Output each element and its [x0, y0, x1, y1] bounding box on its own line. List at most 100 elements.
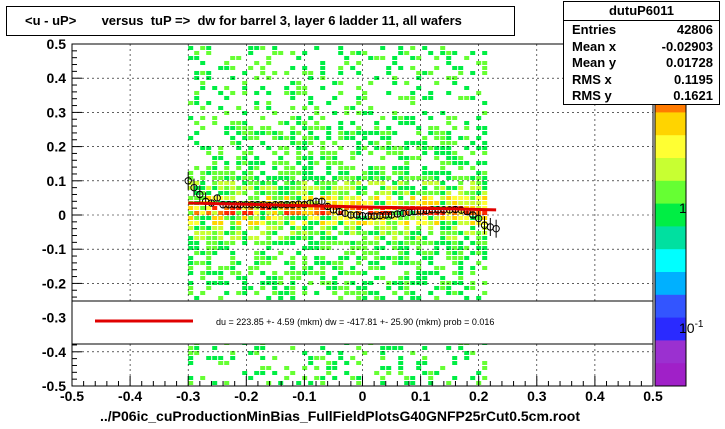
- heatmap-cell: [302, 216, 308, 220]
- heatmap-cell: [422, 346, 428, 350]
- heatmap-cell: [296, 81, 302, 85]
- heatmap-cell: [266, 126, 272, 130]
- heatmap-cell: [452, 141, 458, 145]
- heatmap-cell: [386, 371, 392, 375]
- heatmap-cell: [392, 146, 398, 150]
- heatmap-cell: [410, 241, 416, 245]
- heatmap-cell: [392, 236, 398, 240]
- heatmap-cell: [404, 121, 410, 125]
- heatmap-cell: [302, 126, 308, 130]
- heatmap-cell: [410, 351, 416, 355]
- heatmap-cell: [320, 141, 326, 145]
- heatmap-cell: [344, 191, 350, 195]
- heatmap-cell: [356, 96, 362, 100]
- heatmap-cell: [446, 151, 452, 155]
- heatmap-cell: [272, 111, 278, 115]
- x-tick-label: -0.5: [60, 388, 84, 404]
- heatmap-cell: [248, 161, 254, 165]
- heatmap-cell: [224, 211, 230, 215]
- heatmap-cell: [320, 241, 326, 245]
- heatmap-cell: [362, 256, 368, 260]
- heatmap-cell: [356, 286, 362, 290]
- heatmap-cell: [260, 171, 266, 175]
- heatmap-cell: [206, 186, 212, 190]
- heatmap-cell: [224, 61, 230, 65]
- heatmap-cell: [302, 291, 308, 295]
- heatmap-cell: [272, 216, 278, 220]
- heatmap-cell: [278, 51, 284, 55]
- heatmap-cell: [308, 191, 314, 195]
- heatmap-cell: [422, 151, 428, 155]
- heatmap-cell: [404, 191, 410, 195]
- heatmap-cell: [404, 281, 410, 285]
- heatmap-cell: [482, 101, 488, 105]
- heatmap-cell: [380, 346, 386, 350]
- heatmap-cell: [392, 221, 398, 225]
- heatmap-cell: [188, 226, 194, 230]
- heatmap-cell: [278, 296, 284, 300]
- heatmap-cell: [458, 181, 464, 185]
- heatmap-cell: [452, 261, 458, 265]
- heatmap-cell: [308, 356, 314, 360]
- heatmap-cell: [224, 281, 230, 285]
- heatmap-cell: [386, 286, 392, 290]
- heatmap-cell: [242, 236, 248, 240]
- heatmap-cell: [254, 291, 260, 295]
- heatmap-cell: [440, 161, 446, 165]
- heatmap-cell: [470, 141, 476, 145]
- heatmap-cell: [224, 86, 230, 90]
- heatmap-cell: [482, 161, 488, 165]
- heatmap-cell: [452, 186, 458, 190]
- heatmap-cell: [302, 141, 308, 145]
- heatmap-cell: [470, 186, 476, 190]
- heatmap-cell: [212, 241, 218, 245]
- heatmap-cell: [314, 176, 320, 180]
- heatmap-cell: [194, 181, 200, 185]
- heatmap-cell: [464, 191, 470, 195]
- heatmap-cell: [362, 131, 368, 135]
- heatmap-cell: [428, 116, 434, 120]
- heatmap-cell: [386, 136, 392, 140]
- heatmap-cell: [344, 186, 350, 190]
- heatmap-cell: [326, 366, 332, 370]
- heatmap-cell: [452, 196, 458, 200]
- heatmap-cell: [356, 291, 362, 295]
- heatmap-cell: [200, 216, 206, 220]
- heatmap-cell: [218, 361, 224, 365]
- profile-point: [196, 190, 204, 199]
- heatmap-cell: [386, 131, 392, 135]
- heatmap-cell: [398, 346, 404, 350]
- heatmap-cell: [398, 116, 404, 120]
- heatmap-cell: [434, 151, 440, 155]
- heatmap-cell: [482, 236, 488, 240]
- heatmap-cell: [272, 356, 278, 360]
- heatmap-cell: [410, 66, 416, 70]
- heatmap-cell: [266, 231, 272, 235]
- heatmap-cell: [188, 266, 194, 270]
- stat-value: 0.01728: [666, 55, 713, 70]
- heatmap-cell: [464, 161, 470, 165]
- heatmap-cell: [422, 216, 428, 220]
- heatmap-cell: [452, 281, 458, 285]
- heatmap-cell: [254, 106, 260, 110]
- heatmap-cell: [482, 61, 488, 65]
- heatmap-cell: [296, 86, 302, 90]
- heatmap-cell: [206, 261, 212, 265]
- heatmap-cell: [308, 266, 314, 270]
- heatmap-cell: [290, 291, 296, 295]
- heatmap-cell: [428, 226, 434, 230]
- heatmap-cell: [290, 271, 296, 275]
- heatmap-cell: [440, 186, 446, 190]
- heatmap-cell: [404, 96, 410, 100]
- heatmap-cell: [428, 256, 434, 260]
- heatmap-cell: [422, 221, 428, 225]
- heatmap-cell: [404, 381, 410, 385]
- heatmap-cell: [374, 251, 380, 255]
- heatmap-cell: [266, 181, 272, 185]
- heatmap-cell: [452, 176, 458, 180]
- heatmap-cell: [464, 86, 470, 90]
- heatmap-cell: [428, 146, 434, 150]
- heatmap-cell: [476, 91, 482, 95]
- heatmap-cell: [398, 361, 404, 365]
